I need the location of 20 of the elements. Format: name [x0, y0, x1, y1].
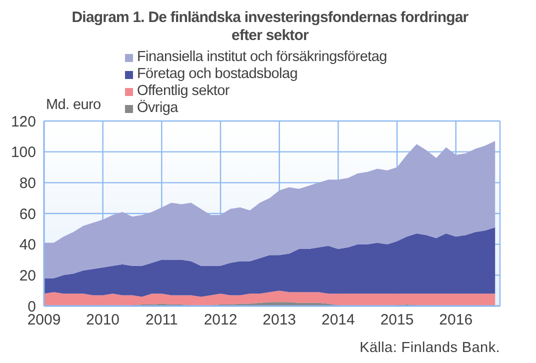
text: Källa: Finlands Bank.: [360, 340, 500, 356]
x-tick-label: 2012: [204, 312, 238, 329]
legend-label: Finansiella institut och försäkringsföretag: [137, 49, 387, 66]
legend-label: Företag och bostadsbolag: [137, 66, 298, 83]
y-tick-label: 20: [19, 267, 36, 284]
x-tick-label: 2010: [86, 312, 120, 329]
y-axis-title: Md. euro: [46, 97, 101, 113]
y-tick-label: 100: [10, 144, 36, 162]
y-tick-label: 40: [19, 236, 36, 254]
legend-label: Övriga: [137, 100, 178, 117]
y-tick-label: 60: [19, 206, 36, 223]
x-tick-label: 2011: [146, 312, 178, 329]
x-tick-label: 2014: [322, 312, 355, 329]
chart-title: Diagram 1. De finländska investeringsfondernas fordringar efter sektor: [70, 9, 470, 45]
x-tick-label: 2013: [262, 312, 296, 329]
y-tick-label: 80: [19, 174, 36, 192]
x-tick-label: 2016: [439, 312, 473, 329]
legend-label: Offentlig sektor: [137, 83, 230, 100]
y-tick-label: 120: [10, 113, 36, 130]
x-tick-label: 2015: [380, 312, 414, 329]
